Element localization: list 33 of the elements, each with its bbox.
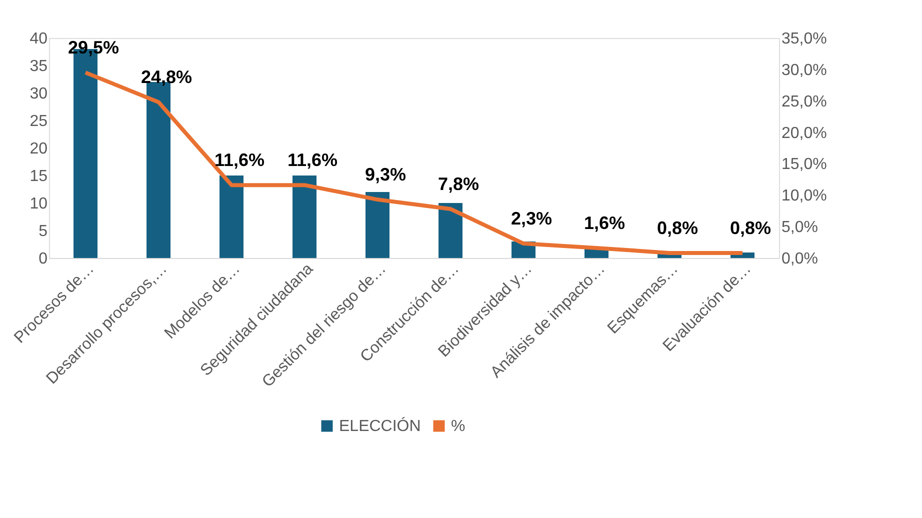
data-label: 9,3% [364, 164, 406, 185]
legend-label: % [451, 418, 466, 435]
legend-label: ELECCIÓN [339, 417, 421, 435]
y-tick-label: 35 [30, 58, 48, 75]
y2-tick-label: 5,0% [782, 219, 818, 236]
y-tick-label: 20 [30, 140, 48, 158]
y-tick-label: 15 [30, 168, 48, 185]
y2-tick-label: 25,0% [782, 93, 827, 110]
data-label: 0,8% [656, 218, 698, 238]
data-label: 1,6% [584, 212, 626, 233]
bar [220, 176, 244, 258]
y-tick-label: 10 [30, 196, 48, 212]
y2-tick-label: 35,0% [782, 30, 827, 48]
data-label: 7,8% [438, 174, 480, 194]
bar [438, 203, 462, 258]
y-tick-label: 5 [38, 223, 48, 240]
data-label: 29,5% [68, 38, 120, 58]
y2-tick-label: 0,0% [782, 250, 818, 268]
y-tick-label: 40 [30, 30, 48, 48]
y2-tick-label: 15,0% [782, 156, 827, 174]
bar [292, 176, 316, 258]
data-label: 2,3% [510, 208, 552, 229]
data-label: 11,6% [287, 150, 338, 170]
y2-tick-label: 20,0% [782, 124, 827, 142]
y2-tick-label: 10,0% [782, 188, 827, 205]
data-label: 0,8% [730, 218, 772, 238]
data-label: 11,6% [214, 150, 265, 170]
bar [366, 192, 390, 258]
data-label: 24,8% [140, 67, 192, 88]
y-tick-label: 25 [30, 113, 48, 130]
y2-tick-label: 30,0% [782, 62, 827, 79]
y-tick-label: 30 [30, 86, 48, 102]
y-tick-label: 0 [38, 250, 48, 268]
